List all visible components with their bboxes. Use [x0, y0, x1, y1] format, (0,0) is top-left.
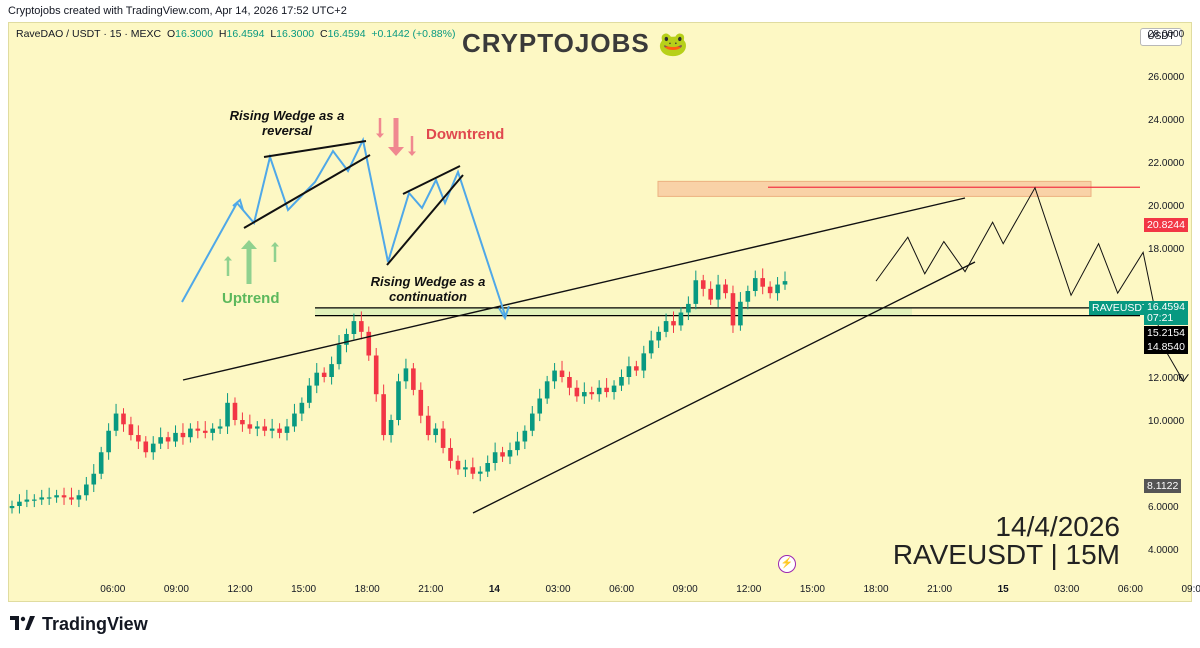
symbol-price-tag: 16.4594 07:21 — [1144, 301, 1188, 325]
symbol-line: RaveDAO / USDT · 15 · MEXC — [16, 28, 162, 40]
symbol-legend: RaveDAO / USDT · 15 · MEXC O16.3000 H16.… — [16, 28, 455, 40]
level1-price-tag: 15.2154 — [1144, 326, 1188, 340]
low-marker-tag: 8.1122 — [1144, 479, 1182, 493]
countdown-value: 07:21 — [1147, 312, 1174, 324]
close-value: 16.4594 — [327, 28, 366, 40]
wedge-continuation-note: Rising Wedge as a continuation — [370, 274, 486, 304]
open-label: O — [166, 28, 176, 40]
tradingview-logo-text: TradingView — [42, 614, 148, 634]
symbol-price-value: 16.4594 — [1147, 301, 1185, 313]
currency-button[interactable]: USDT — [1140, 28, 1182, 46]
footer-symbol: RAVEUSDT | 15M — [892, 539, 1120, 570]
low-value: 16.3000 — [276, 28, 315, 40]
brand-text: CRYPTOJOBS — [462, 28, 650, 58]
change-value: +0.1442 (+0.88%) — [371, 28, 456, 40]
lightning-icon[interactable]: ⚡ — [778, 555, 796, 573]
high-value: 16.4594 — [226, 28, 265, 40]
low-label: L — [270, 28, 277, 40]
symbol-name-tag: RAVEUSDT — [1089, 301, 1152, 315]
high-label: H — [218, 28, 227, 40]
downtrend-note: Downtrend — [426, 126, 505, 143]
wedge-reversal-note: Rising Wedge as a reversal — [229, 108, 345, 138]
close-label: C — [319, 28, 328, 40]
tradingview-logo-icon — [10, 614, 36, 635]
resistance-price-tag: 20.8244 — [1144, 218, 1188, 232]
top-caption: Cryptojobs created with TradingView.com,… — [8, 5, 347, 17]
open-value: 16.3000 — [175, 28, 214, 40]
frog-icon: 🐸 — [657, 31, 689, 58]
brand-title: CRYPTOJOBS 🐸 — [462, 28, 689, 59]
footer-date: 14/4/2026 — [995, 511, 1120, 542]
uptrend-note: Uptrend — [222, 290, 280, 307]
level2-price-tag: 14.8540 — [1144, 340, 1188, 354]
tradingview-logo[interactable]: TradingView — [10, 614, 148, 635]
